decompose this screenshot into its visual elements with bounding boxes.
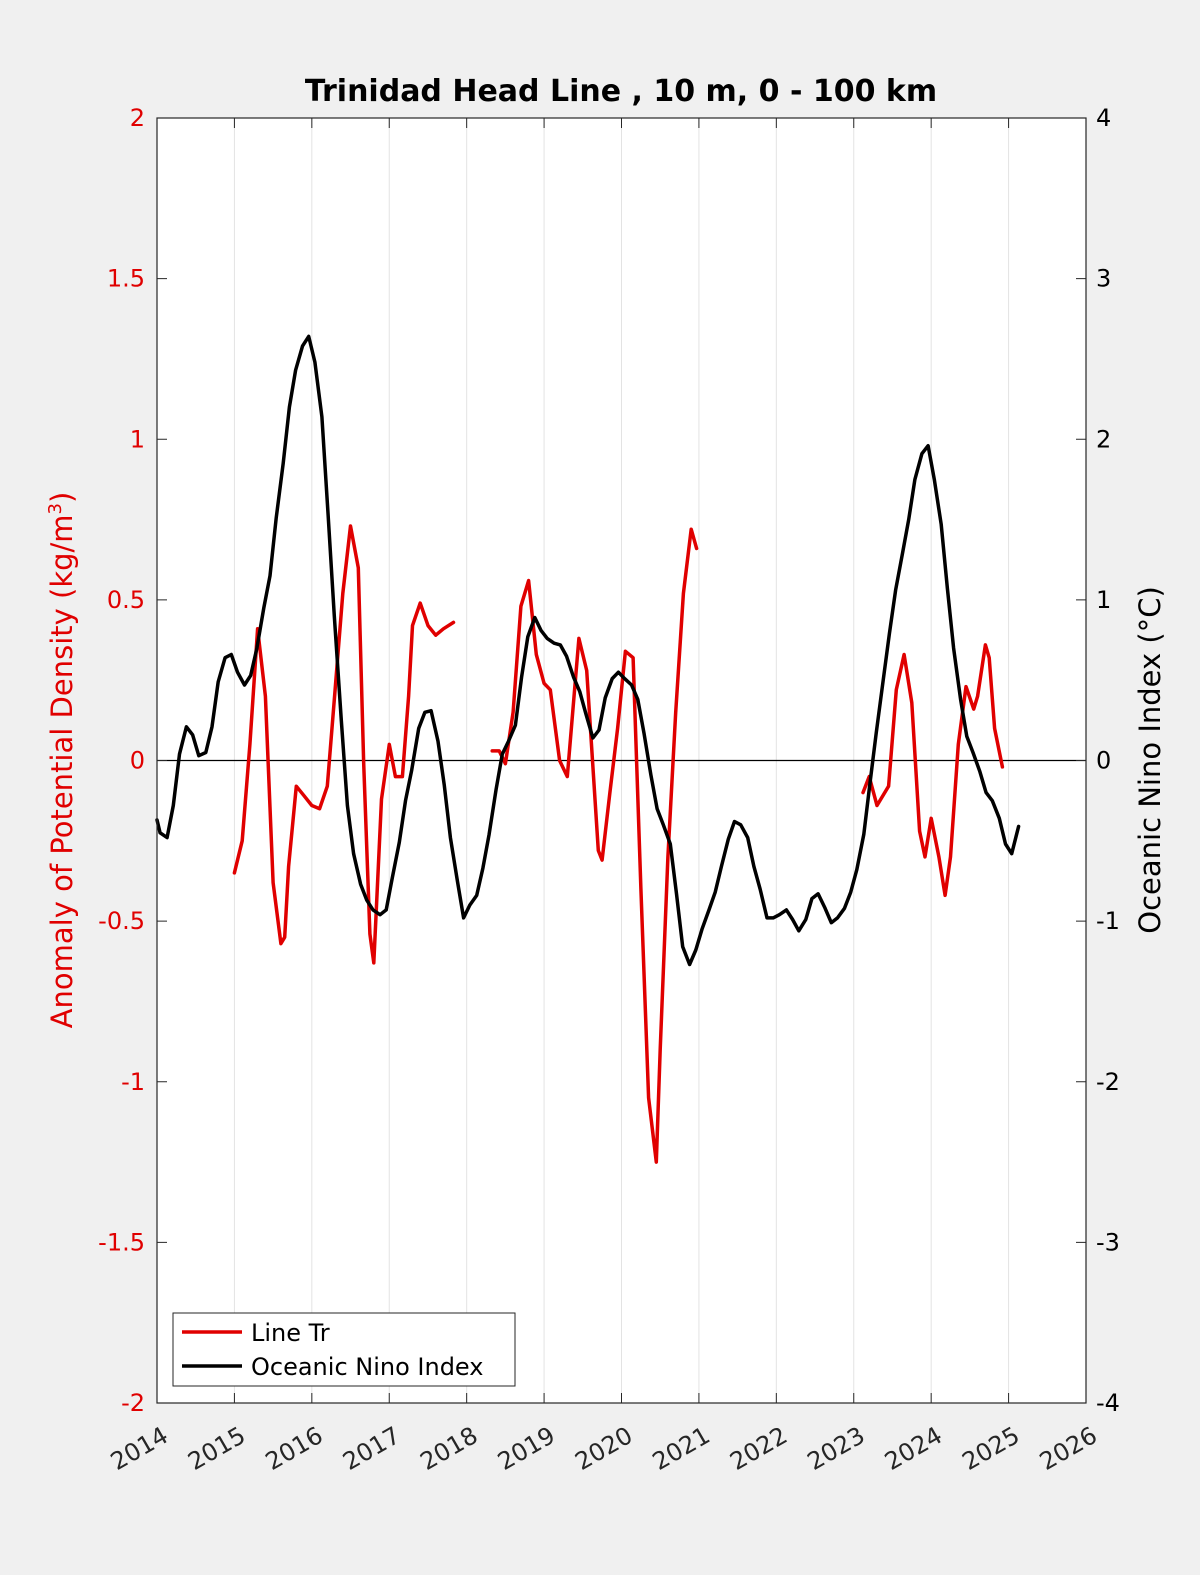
y-left-tick-label: 0.5 xyxy=(107,586,145,614)
y-axis-left-label: Anomaly of Potential Density (kg/m3) xyxy=(45,492,79,1029)
y-axis-left-label-main: Anomaly of Potential Density (kg/m xyxy=(45,514,79,1028)
y-right-tick-label: 3 xyxy=(1096,265,1111,293)
y-right-tick-label: 0 xyxy=(1096,747,1111,775)
legend-label-line-tr: Line Tr xyxy=(251,1319,330,1347)
y-right-tick-label: -2 xyxy=(1096,1068,1120,1096)
legend: Line Tr Oceanic Nino Index xyxy=(172,1312,516,1387)
y-axis-left-label-sup: 3 xyxy=(45,503,66,514)
y-left-tick-label: -1.5 xyxy=(98,1228,145,1256)
chart-title: Trinidad Head Line , 10 m, 0 - 100 km xyxy=(305,74,937,109)
y-right-tick-label: 1 xyxy=(1096,586,1111,614)
series-line-line-tr xyxy=(490,527,699,1164)
y-axis-left-label-close: ) xyxy=(45,492,79,503)
y-left-tick-label: -1 xyxy=(121,1068,145,1096)
y-right-tick-label: -4 xyxy=(1096,1389,1120,1417)
y-axis-right-label: Oceanic Nino Index (°C) xyxy=(1133,586,1167,934)
y-left-tick-label: 1 xyxy=(130,425,145,453)
series-layer xyxy=(155,334,1021,1164)
y-left-tick-label: -2 xyxy=(121,1389,145,1417)
y-right-tick-label: 2 xyxy=(1096,425,1111,453)
y-left-tick-label: 1.5 xyxy=(107,265,145,293)
series-line-line-tr xyxy=(861,643,1005,898)
y-right-tick-label: 4 xyxy=(1096,104,1111,132)
y-right-tick-label: -1 xyxy=(1096,907,1120,935)
series-line-oceanic-nino-index xyxy=(155,334,1021,967)
legend-box xyxy=(172,1312,516,1387)
y-left-tick-label: 2 xyxy=(130,104,145,132)
series-line-line-tr xyxy=(232,524,456,965)
legend-label-oni: Oceanic Nino Index xyxy=(251,1353,483,1381)
y-right-tick-label: -3 xyxy=(1096,1228,1120,1256)
y-left-tick-label: 0 xyxy=(130,747,145,775)
y-left-tick-label: -0.5 xyxy=(98,907,145,935)
